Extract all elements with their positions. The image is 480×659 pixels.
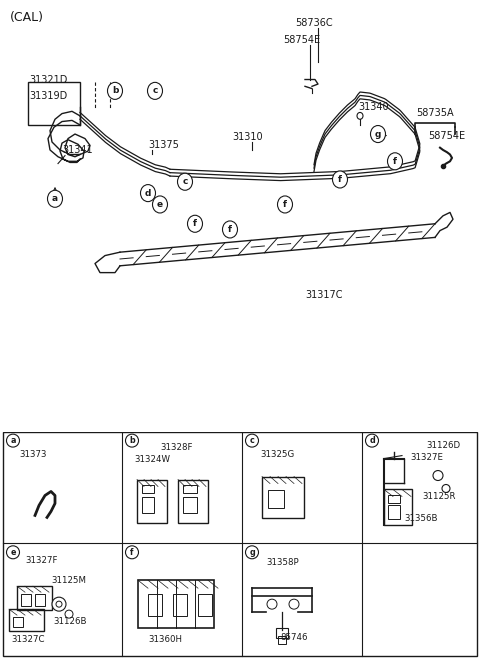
Bar [148,594,162,616]
Text: 31360H: 31360H [148,635,182,644]
Text: 31328F: 31328F [160,443,192,451]
Bar [17,587,52,610]
Circle shape [387,153,403,170]
Text: f: f [228,225,232,234]
Bar [183,486,197,494]
Circle shape [178,173,192,190]
Circle shape [289,599,299,609]
Circle shape [333,171,348,188]
Bar [262,476,304,519]
Text: 31310: 31310 [232,132,263,142]
Bar [388,505,400,519]
Text: f: f [338,175,342,184]
Bar [9,609,44,631]
Bar [278,636,286,644]
Circle shape [442,484,450,492]
Text: 58736C: 58736C [295,18,333,28]
Bar [198,594,212,616]
Circle shape [267,599,277,609]
Text: 31358P: 31358P [266,558,299,567]
Text: 31373: 31373 [19,449,47,459]
Bar [173,594,187,616]
Text: 58735A: 58735A [416,108,454,118]
Circle shape [125,546,139,559]
Text: 31375: 31375 [148,140,179,150]
Bar [21,594,31,606]
Text: a: a [10,436,16,445]
Circle shape [56,601,62,607]
Text: b: b [112,86,118,96]
Bar [138,580,214,628]
Text: 31341: 31341 [62,146,93,156]
Text: 31319D: 31319D [29,91,67,101]
Text: 85746: 85746 [280,633,308,642]
Circle shape [7,434,20,447]
Circle shape [108,82,122,100]
Circle shape [147,82,163,100]
Text: a: a [52,194,58,203]
Text: 58754E: 58754E [283,35,320,45]
Circle shape [245,434,259,447]
Text: 31325G: 31325G [260,449,294,459]
Text: 31324W: 31324W [134,455,170,463]
Text: 31327E: 31327E [410,453,443,461]
Text: c: c [182,177,188,186]
Circle shape [65,610,73,618]
Circle shape [153,196,168,213]
Bar [388,496,400,503]
Bar [137,480,167,523]
Circle shape [141,185,156,202]
Circle shape [188,215,203,232]
Text: 58754E: 58754E [428,130,465,140]
Text: (CAL): (CAL) [10,11,44,24]
Circle shape [245,546,259,559]
Bar [268,490,284,509]
Text: f: f [130,548,134,557]
Circle shape [365,434,379,447]
Circle shape [125,434,139,447]
Bar [276,628,288,638]
Circle shape [357,113,363,119]
Circle shape [52,597,66,611]
Bar [384,490,412,525]
Bar [178,480,208,523]
Bar [183,498,197,513]
Circle shape [48,190,62,208]
Text: 31125R: 31125R [422,492,456,501]
Text: e: e [10,548,16,557]
Text: f: f [283,200,287,209]
Bar [142,498,154,513]
Text: f: f [193,219,197,228]
Text: 31356B: 31356B [404,515,437,523]
Text: 31340: 31340 [358,102,389,112]
Bar [142,486,154,494]
Circle shape [433,471,443,480]
Circle shape [223,221,238,238]
Text: d: d [145,188,151,198]
Text: 31327C: 31327C [11,635,45,644]
Text: 31327F: 31327F [25,556,58,565]
Text: 31125M: 31125M [51,576,86,585]
Bar [35,594,45,606]
Bar [28,82,80,125]
Text: 31126B: 31126B [53,617,86,626]
Circle shape [7,546,20,559]
Text: c: c [250,436,254,445]
Text: b: b [129,436,135,445]
Text: 31321D: 31321D [29,75,67,85]
Text: 31317C: 31317C [305,289,343,300]
Text: g: g [375,130,381,138]
Text: f: f [393,157,397,166]
Text: c: c [152,86,158,96]
Text: g: g [249,548,255,557]
Bar [13,617,23,627]
Text: d: d [369,436,375,445]
Text: e: e [157,200,163,209]
Text: 31126D: 31126D [426,441,460,449]
Circle shape [277,196,292,213]
Circle shape [371,125,385,142]
